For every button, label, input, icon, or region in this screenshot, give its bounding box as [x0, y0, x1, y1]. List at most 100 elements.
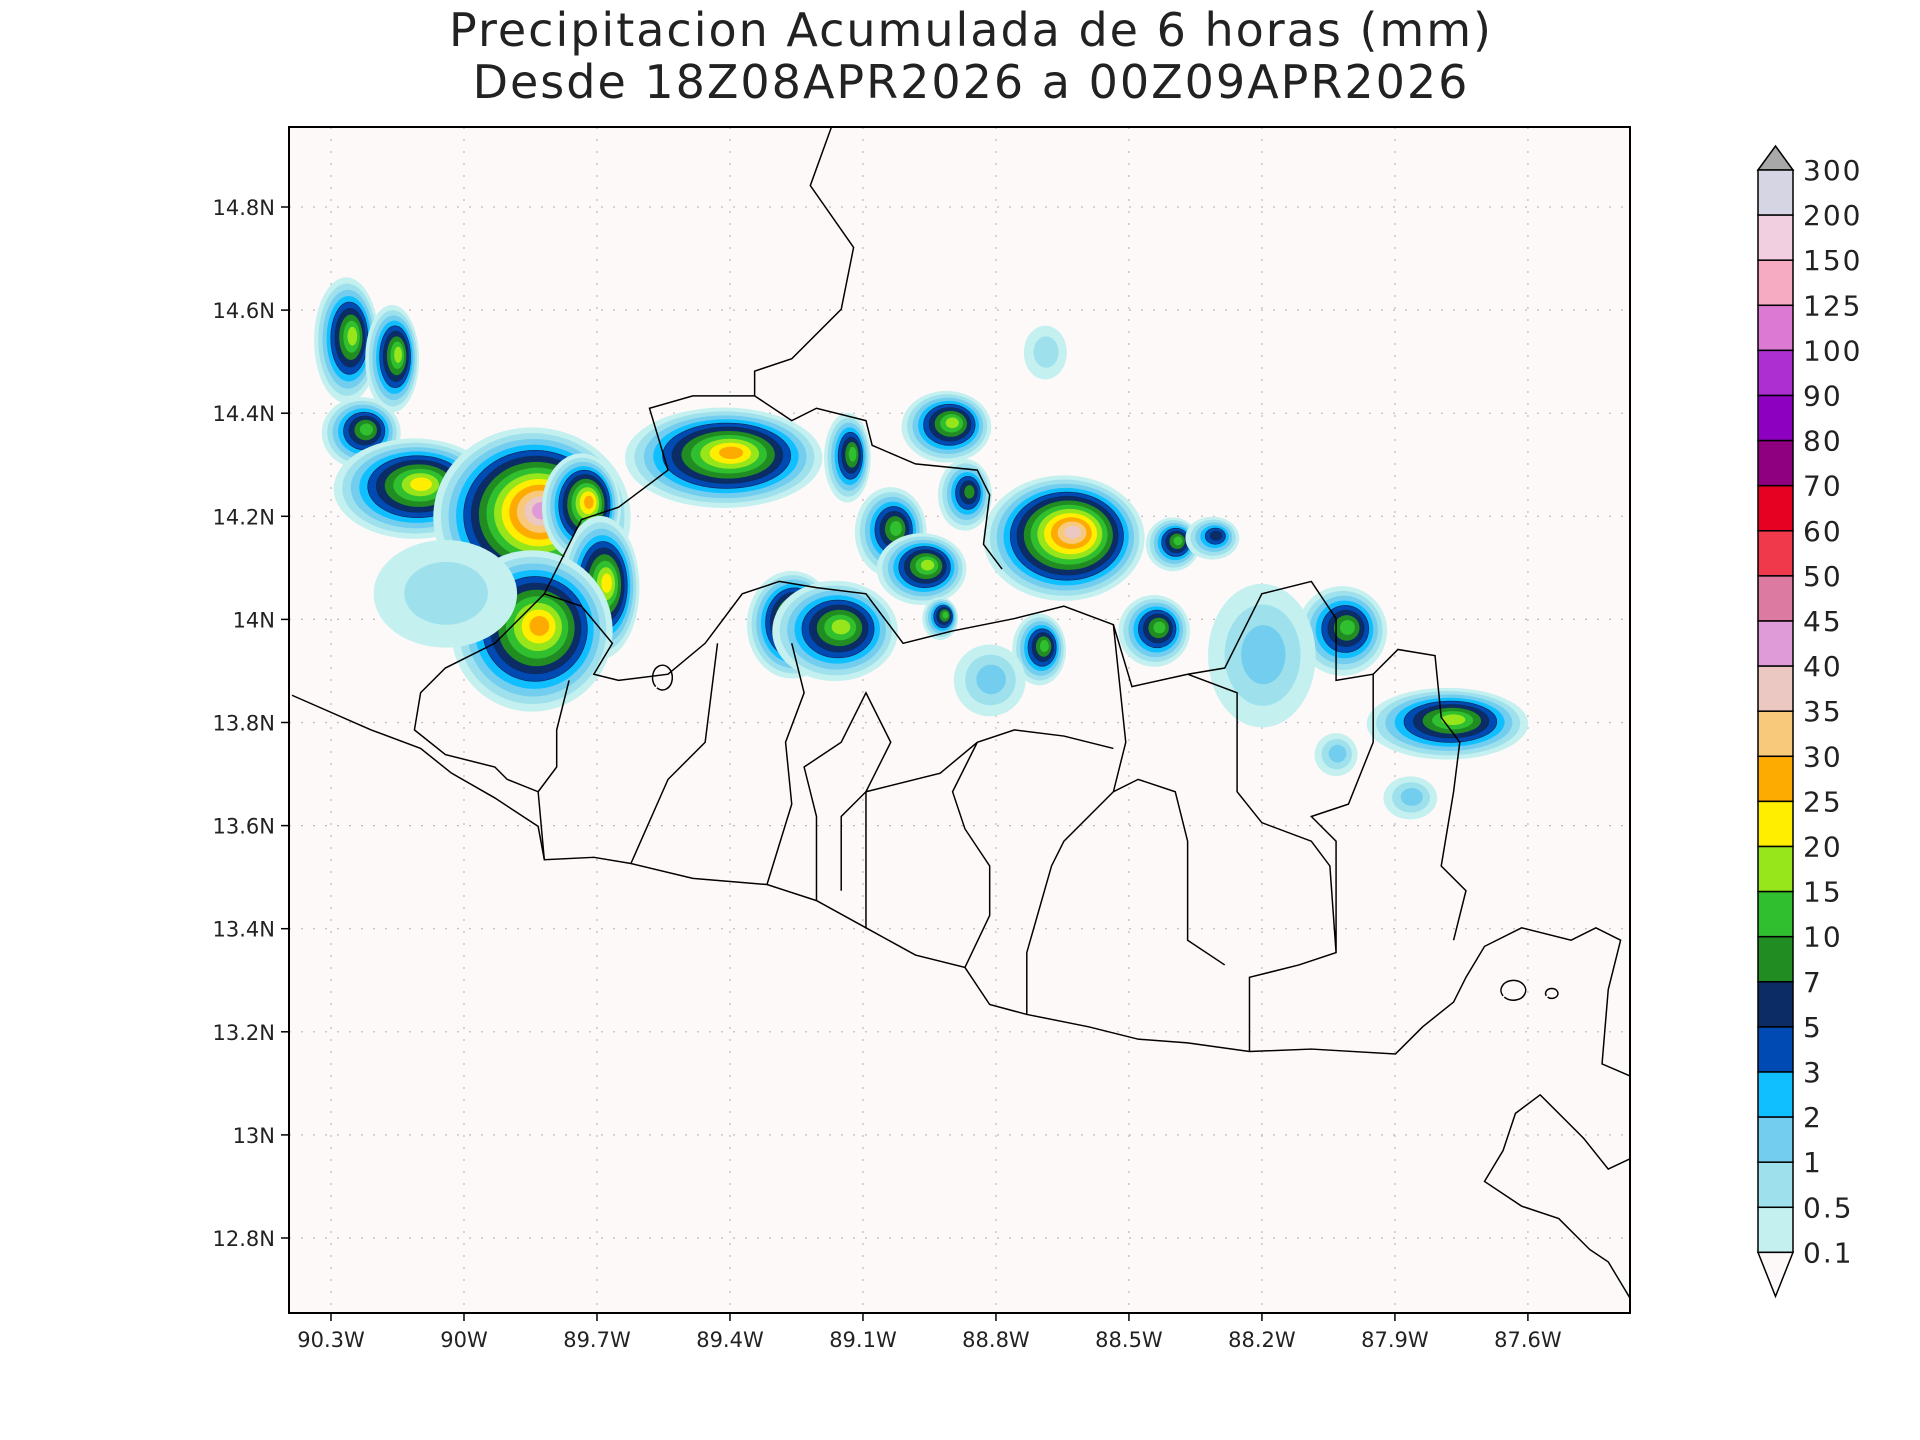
contour-level	[1441, 714, 1466, 726]
colorbar-label: 45	[1803, 605, 1843, 638]
colorbar-swatch	[1757, 1116, 1794, 1163]
colorbar-max-arrow	[1756, 144, 1795, 171]
precipitation-cell	[1185, 516, 1240, 560]
colorbar-swatch	[1757, 439, 1794, 487]
map-frame	[288, 126, 1631, 1314]
contour-level	[1039, 640, 1049, 652]
contour-level	[889, 521, 902, 536]
colorbar-label: 150	[1803, 244, 1862, 277]
lake-coatepeque	[651, 664, 674, 691]
lat-tick-label: 14.8N	[213, 196, 275, 220]
colorbar-label: 2	[1803, 1101, 1823, 1134]
contour-level	[1153, 621, 1166, 634]
colorbar-label: 30	[1803, 740, 1843, 773]
lat-tick-label: 14.4N	[213, 402, 275, 426]
lat-tick-label: 14.2N	[213, 505, 275, 529]
border-guatemala-el-salvador	[543, 395, 755, 595]
contour-level	[1339, 619, 1355, 635]
map-title-line2: Desde 18Z08APR2026 a 00Z09APR2026	[473, 55, 1470, 109]
colorbar-label: 90	[1803, 380, 1843, 413]
contour-level	[1400, 788, 1423, 806]
lat-tick-label: 14.6N	[213, 299, 275, 323]
contour-level	[1209, 530, 1223, 541]
precipitation-cell	[901, 390, 992, 463]
contour-level	[1173, 536, 1183, 546]
lat-tick-label: 13N	[233, 1124, 275, 1148]
colorbar-label: 5	[1803, 1011, 1823, 1044]
contour-level	[347, 326, 358, 346]
colorbar-label: 3	[1803, 1056, 1823, 1089]
contour-level	[920, 559, 935, 571]
border-guatemala-honduras	[753, 127, 1003, 570]
coastlines-and-borders	[291, 127, 1630, 1300]
precipitation-cell	[1297, 586, 1388, 676]
colorbar-swatch	[1757, 1026, 1794, 1073]
contour-level	[601, 573, 612, 593]
colorbar-swatch	[1757, 845, 1794, 893]
colorbar-swatch	[1757, 304, 1794, 352]
coastline-pacific	[291, 694, 1630, 1077]
lat-tick-label: 13.6N	[213, 815, 275, 839]
precipitation-cell	[1383, 776, 1438, 820]
precipitation-cell	[625, 407, 823, 508]
precipitation-cell	[922, 597, 959, 641]
colorbar-swatch	[1757, 530, 1794, 577]
precipitation-cell	[824, 412, 871, 503]
lon-tick-label: 88.2W	[1228, 1328, 1296, 1352]
precipitation-cell	[560, 515, 640, 660]
precipitation-cell	[876, 533, 967, 605]
contour-level	[529, 616, 550, 636]
colorbar-label: 0.1	[1803, 1236, 1854, 1269]
colorbar-swatch	[1757, 349, 1794, 397]
colorbar-label: 70	[1803, 470, 1843, 503]
colorbar-swatch	[1757, 665, 1794, 712]
lon-tick-label: 88.5W	[1095, 1328, 1163, 1352]
contour-level	[1033, 336, 1059, 368]
contour-level	[1328, 744, 1347, 763]
contour-level	[584, 495, 594, 509]
contour-level	[964, 485, 975, 499]
colorbar-label: 60	[1803, 515, 1843, 548]
precipitation-cell	[1012, 613, 1067, 686]
contour-level	[719, 446, 744, 459]
lon-tick-label: 89.7W	[563, 1328, 631, 1352]
contour-level	[848, 446, 857, 462]
colorbar-label: 100	[1803, 334, 1862, 367]
colorbar-label: 15	[1803, 876, 1843, 909]
contour-level	[359, 423, 374, 436]
colorbar-swatch	[1757, 1206, 1794, 1254]
lon-tick-label: 89.4W	[696, 1328, 764, 1352]
precipitation-cell	[1023, 325, 1067, 380]
lon-tick-label: 89.1W	[829, 1328, 897, 1352]
precipitation-cell	[365, 304, 420, 413]
contour-level	[945, 417, 959, 429]
colorbar-label: 20	[1803, 831, 1843, 864]
colorbar-label: 50	[1803, 560, 1843, 593]
colorbar-label: 80	[1803, 425, 1843, 458]
contour-level	[394, 346, 403, 363]
lat-tick-label: 13.2N	[213, 1021, 275, 1045]
lat-tick-label: 13.8N	[213, 712, 275, 736]
colorbar-label: 1	[1803, 1146, 1823, 1179]
lat-tick-label: 12.8N	[213, 1227, 275, 1251]
colorbar-swatch	[1757, 620, 1794, 667]
contour-level	[1241, 625, 1286, 685]
contour-level	[942, 611, 949, 619]
contour-level	[1064, 525, 1082, 539]
colorbar-label: 200	[1803, 199, 1862, 232]
department-borders	[537, 624, 1374, 1052]
map-grid	[289, 127, 1630, 1313]
lon-tick-label: 90W	[440, 1328, 488, 1352]
precipitation-cell	[373, 539, 518, 648]
contour-level	[976, 664, 1006, 695]
colorbar-legend: 3002001501251009080706050454035302520151…	[1756, 144, 1862, 1299]
colorbar-label: 125	[1803, 289, 1862, 322]
colorbar-swatch	[1757, 1161, 1794, 1209]
island-fonseca	[1500, 979, 1559, 1001]
lat-tick-label: 14N	[233, 608, 275, 632]
lon-tick-label: 87.6W	[1494, 1328, 1562, 1352]
colorbar-swatch	[1757, 484, 1794, 532]
precipitation-cell	[938, 458, 992, 531]
colorbar-label: 0.5	[1803, 1191, 1854, 1224]
